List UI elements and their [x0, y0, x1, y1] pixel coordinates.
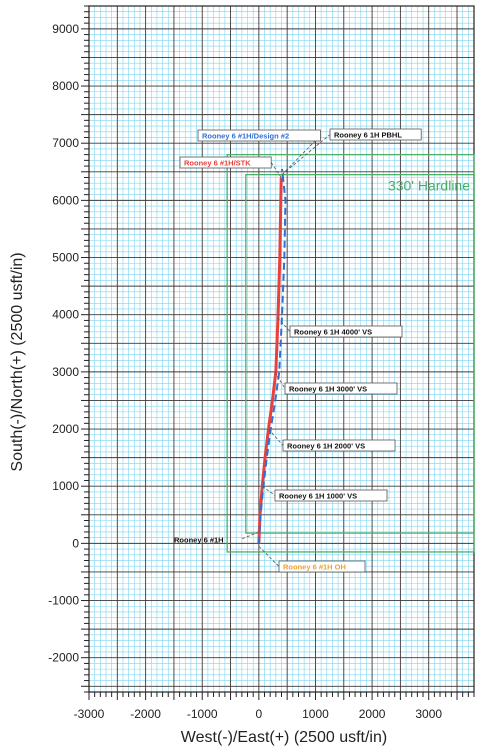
- grid: [88, 5, 475, 693]
- annotation-text: Rooney 6 1H PBHL: [334, 131, 402, 140]
- annotation-box: [282, 439, 396, 452]
- annotation-leader: [270, 162, 282, 178]
- y-axis-label: South(-)/North(+) (2500 usft/in): [9, 252, 26, 471]
- annotation-box: [274, 489, 388, 502]
- annotation-text: Rooney 6 1H 3000' VS: [289, 385, 367, 394]
- hardline-label: 330' Hardline: [388, 178, 470, 194]
- annotation-text: Rooney 6 1H 1000' VS: [279, 492, 357, 501]
- annotation: Rooney 6 #1H/Design #2: [197, 129, 321, 175]
- annotation-box: [284, 382, 398, 395]
- annotation-text: Rooney 6 1H 2000' VS: [287, 442, 365, 451]
- annotation: Rooney 6 #1H: [174, 531, 260, 545]
- y-tick-label: 7000: [52, 136, 79, 150]
- annotation-leader: [240, 531, 260, 540]
- x-axis-label: West(-)/East(+) (2500 usft/in): [181, 729, 387, 746]
- annotation: Rooney 6 #1H/STK: [179, 156, 282, 178]
- annotation: Rooney 6 1H 3000' VS: [274, 371, 398, 395]
- series-line-stk: [257, 177, 283, 544]
- y-tick-label: 2000: [52, 422, 79, 436]
- annotation-group: Rooney 6 1H PBHL Rooney 6 #1H/Design #2 Ro…: [174, 128, 422, 573]
- hardline-inner: [245, 173, 475, 534]
- annotation-text: Rooney 6 #1H/STK: [184, 159, 251, 168]
- y-tick-label: 1000: [52, 479, 79, 493]
- x-tick-label: 2000: [359, 707, 386, 721]
- annotation: Rooney 6 1H PBHL: [281, 128, 422, 175]
- annotation-box: [179, 156, 272, 169]
- annotation-box: [278, 560, 366, 573]
- x-tick-label: -3000: [74, 707, 105, 721]
- y-tick-label: 0: [72, 536, 79, 550]
- annotation-box: [289, 325, 403, 338]
- x-tick-label: 3000: [415, 707, 442, 721]
- annotation-text: Rooney 6 #1H: [174, 536, 224, 545]
- y-tick-label: 3000: [52, 365, 79, 379]
- annotation-box: [329, 128, 422, 141]
- annotation-text: Rooney 6 #1H OH: [283, 563, 346, 572]
- annotation: Rooney 6 1H 2000' VS: [268, 428, 396, 452]
- annotation-text: Rooney 6 #1H/Design #2: [202, 132, 289, 141]
- annotation-leader: [281, 134, 331, 175]
- y-tick-label: 6000: [52, 193, 79, 207]
- hardline-group: 330' Hardline: [226, 153, 475, 553]
- x-tick-label: 0: [256, 707, 263, 721]
- annotation: Rooney 6 1H 4000' VS: [277, 317, 403, 338]
- y-tick-label: 5000: [52, 251, 79, 265]
- y-tick-label: -1000: [48, 594, 79, 608]
- annotation-leader: [281, 135, 321, 175]
- y-tick-label: -2000: [48, 651, 79, 665]
- series-group: [257, 168, 287, 544]
- annotation-leader: [274, 371, 286, 389]
- annotation: Rooney 6 1H 1000' VS: [262, 485, 388, 502]
- y-tick-label: 9000: [52, 22, 79, 36]
- annotation: Rooney 6 #1H OH: [258, 545, 366, 573]
- x-tick-label: 1000: [302, 707, 329, 721]
- annotation-box: [197, 129, 321, 142]
- y-tick-label: 4000: [52, 308, 79, 322]
- axes: [81, 5, 475, 700]
- series-line-design: [257, 168, 287, 544]
- x-tick-label: -1000: [187, 707, 218, 721]
- x-tick-label: -2000: [130, 707, 161, 721]
- annotation-text: Rooney 6 1H 4000' VS: [294, 328, 372, 337]
- y-tick-label: 8000: [52, 79, 79, 93]
- annotation-leader: [277, 317, 291, 332]
- tick-labels: -3000 -2000 -1000 0 1000 2000 3000 9000 8000 7000…: [48, 22, 442, 721]
- annotation-leader: [262, 485, 276, 496]
- annotation-leader: [268, 428, 284, 446]
